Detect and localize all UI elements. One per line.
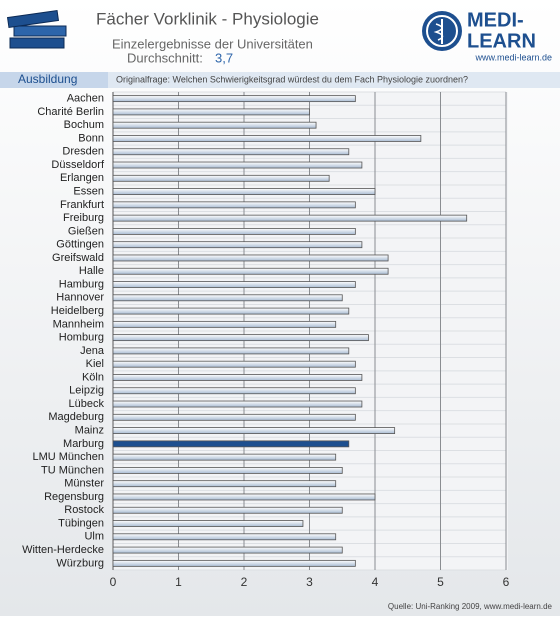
y-tick-label: Greifswald <box>52 252 104 264</box>
bar <box>112 413 356 421</box>
logo-text: MEDI- <box>467 9 524 31</box>
y-tick-label: Münster <box>64 478 104 490</box>
y-tick-label: Homburg <box>59 332 104 344</box>
bar <box>112 174 330 182</box>
y-tick-label: Halle <box>79 265 104 277</box>
bar <box>112 506 343 514</box>
bar <box>112 108 310 116</box>
y-tick-label: Frankfurt <box>60 199 104 211</box>
y-tick-label: Charité Berlin <box>37 106 104 118</box>
average-value: 3,7 <box>215 50 233 65</box>
y-tick-label: Marburg <box>63 438 104 450</box>
bar <box>112 347 350 355</box>
y-tick-label: Leipzig <box>69 385 104 397</box>
y-tick-label: Bochum <box>64 119 104 131</box>
bar <box>112 559 356 567</box>
y-tick-label: Witten-Herdecke <box>22 544 104 556</box>
bar <box>112 307 350 315</box>
x-tick-label: 2 <box>241 575 248 589</box>
question: Originalfrage: Welchen Schwierigkeitsgra… <box>116 74 468 84</box>
y-tick-label: Regensburg <box>44 491 104 503</box>
x-tick-label: 5 <box>437 575 444 589</box>
bar <box>112 334 369 342</box>
x-tick-label: 6 <box>503 575 510 589</box>
bar <box>112 228 356 235</box>
y-tick-label: Mannheim <box>53 318 104 330</box>
y-tick-label: Würzburg <box>56 557 104 569</box>
x-tick-label: 3 <box>306 575 313 589</box>
y-tick-label: Freiburg <box>63 212 104 224</box>
bar <box>112 320 337 328</box>
bar <box>112 241 363 249</box>
logo-text: LEARN <box>467 30 536 52</box>
bar <box>112 387 356 395</box>
logo: MEDI- LEARN www.medi-learn.de <box>422 9 552 62</box>
logo-url: www.medi-learn.de <box>474 52 552 62</box>
y-tick-label: LMU München <box>32 451 104 463</box>
y-tick-label: Köln <box>82 371 104 383</box>
y-tick-label: Rostock <box>64 504 104 516</box>
y-tick-label: Aachen <box>67 93 104 105</box>
y-tick-label: Kiel <box>86 358 104 370</box>
y-tick-label: Bonn <box>78 132 104 144</box>
y-tick-label: Erlangen <box>60 172 104 184</box>
y-tick-label: Düsseldorf <box>51 159 105 171</box>
bar <box>112 427 396 434</box>
bar <box>112 148 350 156</box>
bar <box>112 267 389 275</box>
y-tick-label: TU München <box>41 464 104 476</box>
y-tick-label: Ulm <box>84 531 104 543</box>
y-tick-label: Göttingen <box>56 239 104 251</box>
bar <box>112 294 343 302</box>
y-tick-label: Dresden <box>62 146 104 158</box>
bar <box>112 188 376 195</box>
bar <box>112 467 343 474</box>
bar <box>112 281 356 288</box>
y-tick-label: Gießen <box>68 225 104 237</box>
y-tick-label: Mainz <box>75 424 104 436</box>
bar <box>112 440 350 448</box>
y-tick-label: Jena <box>80 345 105 357</box>
bar <box>112 95 356 103</box>
bar <box>112 201 356 209</box>
average-label: Durchschnitt: <box>127 50 203 65</box>
x-tick-label: 1 <box>175 575 182 589</box>
bar <box>112 453 337 461</box>
bar <box>112 493 376 501</box>
source: Quelle: Uni-Ranking 2009, www.medi-learn… <box>388 602 553 611</box>
bar <box>112 400 363 408</box>
bar <box>112 161 363 169</box>
bar <box>112 360 356 368</box>
y-tick-label: Heidelberg <box>51 305 104 317</box>
section-bar <box>0 72 560 88</box>
bar <box>112 121 317 129</box>
y-tick-label: Magdeburg <box>48 411 104 423</box>
y-tick-label: Lübeck <box>69 398 105 410</box>
bar <box>112 520 304 527</box>
bar <box>112 135 422 142</box>
y-tick-label: Tübingen <box>58 517 104 529</box>
y-tick-label: Hannover <box>56 292 104 304</box>
bar <box>112 533 337 541</box>
bar <box>112 374 363 381</box>
bar <box>112 214 468 222</box>
y-tick-label: Hamburg <box>59 278 104 290</box>
section-tab <box>0 72 108 88</box>
x-tick-label: 0 <box>110 575 117 589</box>
section-label: Ausbildung <box>18 72 77 86</box>
title: Fächer Vorklinik - Physiologie <box>96 9 319 28</box>
bar <box>112 546 343 554</box>
bar <box>112 254 389 262</box>
x-tick-label: 4 <box>372 575 379 589</box>
bar <box>112 480 337 488</box>
subtitle: Einzelergebnisse der Universitäten <box>112 36 313 51</box>
book-icon <box>6 10 67 49</box>
y-tick-label: Essen <box>73 185 104 197</box>
